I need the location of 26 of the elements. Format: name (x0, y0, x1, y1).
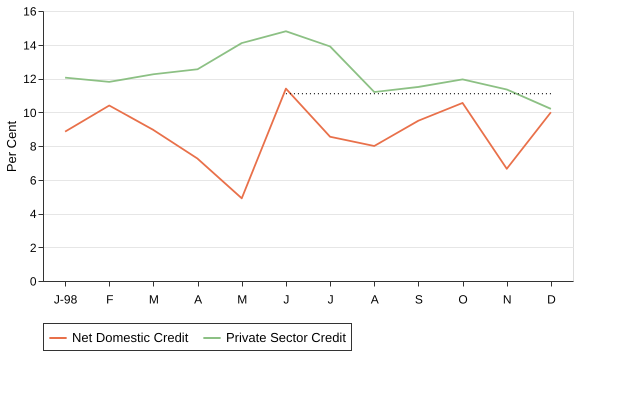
x-tick-label: N (502, 292, 512, 306)
x-tick-label: M (148, 292, 159, 306)
y-tick-label: 10 (23, 106, 37, 120)
x-tick-label: J-98 (54, 292, 78, 306)
x-tick-label: O (458, 292, 468, 306)
x-tick-label: D (547, 292, 556, 306)
line-series (64, 30, 552, 110)
line-series (64, 88, 552, 200)
y-tick-label: 16 (23, 4, 37, 18)
y-tick-label: 4 (30, 207, 37, 221)
legend-label: Net Domestic Credit (72, 330, 189, 345)
x-tick-label: A (370, 292, 379, 306)
x-tick-label: J (328, 292, 334, 306)
x-tick-label: A (194, 292, 202, 306)
x-tick-label: J (283, 292, 290, 306)
y-tick-label: 0 (30, 274, 37, 288)
y-tick-label: 14 (23, 38, 37, 52)
x-tick-label: F (106, 292, 114, 306)
x-tick-label: M (237, 292, 248, 306)
y-axis-title: Per Cent (4, 120, 20, 172)
x-tick-label: S (414, 292, 423, 306)
y-tick-label: 2 (30, 240, 37, 255)
y-tick-label: 6 (30, 173, 37, 188)
y-tick-label: 12 (23, 72, 37, 86)
y-tick-label: 8 (30, 140, 37, 154)
legend-label: Private Sector Credit (226, 330, 346, 345)
